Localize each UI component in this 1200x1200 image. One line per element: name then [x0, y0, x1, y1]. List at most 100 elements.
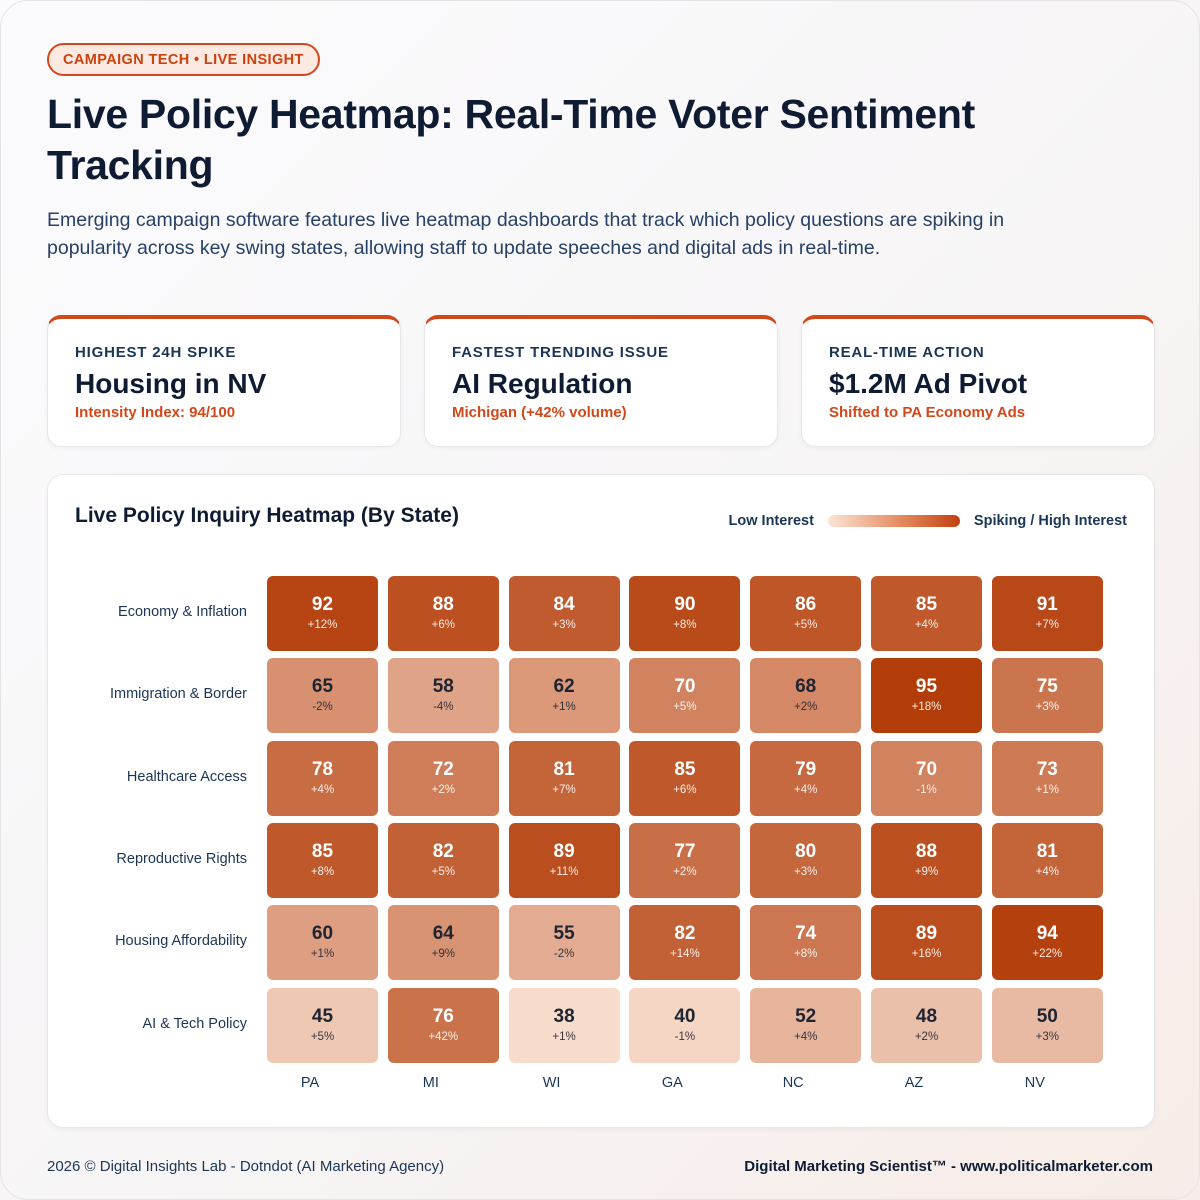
heatmap-cell[interactable]: 85 +4% — [871, 576, 982, 651]
cell-change: +1% — [1035, 783, 1059, 796]
cell-value: 55 — [553, 923, 575, 945]
heatmap-cell[interactable]: 76 +42% — [387, 987, 499, 1063]
heatmap-cell[interactable]: 92 +12% — [267, 576, 378, 651]
cell-change: +8% — [673, 619, 697, 631]
cell-change: +4% — [794, 783, 818, 796]
cell-value: 74 — [795, 923, 817, 945]
cell-value: 78 — [311, 758, 334, 780]
cell-value: 94 — [1036, 923, 1058, 945]
heatmap-cell[interactable]: 68 +2% — [750, 658, 862, 734]
cell-change: +7% — [1035, 619, 1059, 631]
cell-change: +4% — [1035, 865, 1059, 878]
column-label: GA — [661, 1074, 683, 1091]
category-badge: CAMPAIGN TECH • LIVE INSIGHT — [47, 43, 320, 76]
cell-change: +42% — [428, 1030, 459, 1043]
heatmap-cell[interactable]: 80 +3% — [750, 822, 862, 898]
cell-value: 80 — [795, 840, 817, 862]
heatmap-cell[interactable]: 91 +7% — [991, 576, 1103, 651]
heatmap-cell[interactable]: 79 +4% — [750, 740, 862, 816]
heatmap-cell[interactable]: 64 +9% — [387, 905, 499, 981]
row-label: Healthcare Access — [126, 768, 247, 785]
cell-change: +1% — [310, 948, 335, 961]
cell-change: +2% — [673, 865, 697, 878]
heatmap-cell[interactable]: 50 +3% — [991, 987, 1103, 1063]
heatmap-cell[interactable]: 52 +4% — [750, 987, 862, 1063]
cell-change: +6% — [431, 619, 455, 631]
cell-change: +2% — [794, 701, 818, 714]
stat-label: HIGHEST 24H SPIKE — [75, 344, 237, 361]
cell-change: +9% — [431, 948, 455, 961]
cell-value: 75 — [1036, 676, 1058, 698]
heatmap-cell[interactable]: 94 +22% — [991, 905, 1103, 981]
heatmap-cell[interactable]: 86 +5% — [750, 576, 862, 651]
heatmap-cell[interactable]: 48 +2% — [871, 987, 982, 1063]
legend-high-label: Spiking / High Interest — [973, 513, 1127, 529]
cell-change: +11% — [549, 865, 579, 878]
cell-change: +2% — [431, 783, 455, 796]
column-label: AZ — [904, 1074, 924, 1091]
page-description: Emerging campaign software features live… — [47, 209, 1005, 259]
heatmap-cell[interactable]: 85 +8% — [267, 822, 378, 898]
heatmap-cell[interactable]: 82 +14% — [629, 905, 741, 981]
cell-value: 64 — [432, 923, 454, 945]
heatmap-cell[interactable]: 70 +5% — [629, 658, 741, 734]
cell-change: +3% — [552, 619, 576, 631]
heatmap-cell[interactable]: 72 +2% — [387, 740, 499, 816]
heatmap-cell[interactable]: 45 +5% — [267, 987, 378, 1063]
heatmap-cell[interactable]: 88 +9% — [871, 822, 982, 898]
heatmap-cell[interactable]: 40 -1% — [629, 987, 741, 1063]
cell-change: +16% — [911, 948, 942, 961]
heatmap-cell[interactable]: 77 +2% — [629, 822, 741, 898]
cell-change: -1% — [916, 783, 937, 796]
column-label: WI — [542, 1074, 561, 1091]
cell-change: +4% — [794, 1030, 818, 1043]
heatmap-cell[interactable]: 89 +16% — [871, 905, 982, 981]
heatmap-cell[interactable]: 82 +5% — [387, 822, 499, 898]
heatmap-cell[interactable]: 38 +1% — [508, 987, 620, 1063]
cell-value: 40 — [674, 1005, 696, 1027]
heatmap-cell[interactable]: 78 +4% — [267, 740, 378, 816]
heatmap-cell[interactable]: 65 -2% — [267, 658, 378, 734]
cell-value: 48 — [915, 1005, 938, 1027]
heatmap-legend: Low Interest Spiking / High Interest — [729, 513, 1127, 529]
heatmap-cell[interactable]: 70 -1% — [871, 740, 982, 816]
column-label: MI — [422, 1074, 439, 1091]
heatmap-cell[interactable]: 88 +6% — [387, 576, 499, 651]
cell-value: 86 — [795, 594, 817, 615]
cell-change: -4% — [433, 701, 454, 714]
cell-value: 58 — [432, 676, 454, 698]
heatmap-cell[interactable]: 89 +11% — [508, 822, 620, 898]
cell-value: 77 — [674, 840, 696, 862]
cell-change: +22% — [1032, 948, 1063, 961]
stat-label: FASTEST TRENDING ISSUE — [452, 344, 669, 361]
heatmap-cell[interactable]: 55 -2% — [508, 905, 620, 981]
cell-value: 70 — [674, 676, 696, 698]
heatmap-cell[interactable]: 60 +1% — [267, 905, 378, 981]
heatmap-cell[interactable]: 95 +18% — [871, 658, 982, 734]
heatmap-cell[interactable]: 81 +4% — [991, 822, 1103, 898]
heatmap-cell[interactable]: 81 +7% — [508, 740, 620, 816]
cell-value: 52 — [795, 1005, 817, 1027]
cell-value: 91 — [1036, 594, 1058, 615]
stat-label: REAL-TIME ACTION — [829, 344, 985, 361]
cell-value: 85 — [311, 840, 334, 862]
heatmap-cell[interactable]: 62 +1% — [508, 658, 620, 734]
cell-value: 81 — [553, 758, 575, 780]
stat-card-action: REAL-TIME ACTION $1.2M Ad Pivot Shifted … — [801, 315, 1155, 447]
heatmap-cell[interactable]: 58 -4% — [387, 658, 499, 734]
heatmap-cell[interactable]: 85 +6% — [629, 740, 741, 816]
heatmap-cell[interactable]: 75 +3% — [991, 658, 1103, 734]
heatmap-cell[interactable]: 84 +3% — [508, 576, 620, 651]
heatmap-cell[interactable]: 74 +8% — [750, 905, 862, 981]
heatmap-cell[interactable]: 90 +8% — [629, 576, 741, 651]
cell-change: -1% — [674, 1030, 696, 1043]
heatmap-cell[interactable]: 73 +1% — [991, 740, 1103, 816]
cell-change: +5% — [310, 1030, 335, 1043]
cell-value: 60 — [311, 923, 334, 945]
row-label: AI & Tech Policy — [142, 1015, 247, 1032]
cell-value: 90 — [674, 594, 696, 615]
cell-value: 72 — [432, 758, 454, 780]
cell-value: 45 — [311, 1005, 334, 1027]
column-label: PA — [300, 1074, 320, 1091]
stat-value: Housing in NV — [75, 368, 267, 399]
